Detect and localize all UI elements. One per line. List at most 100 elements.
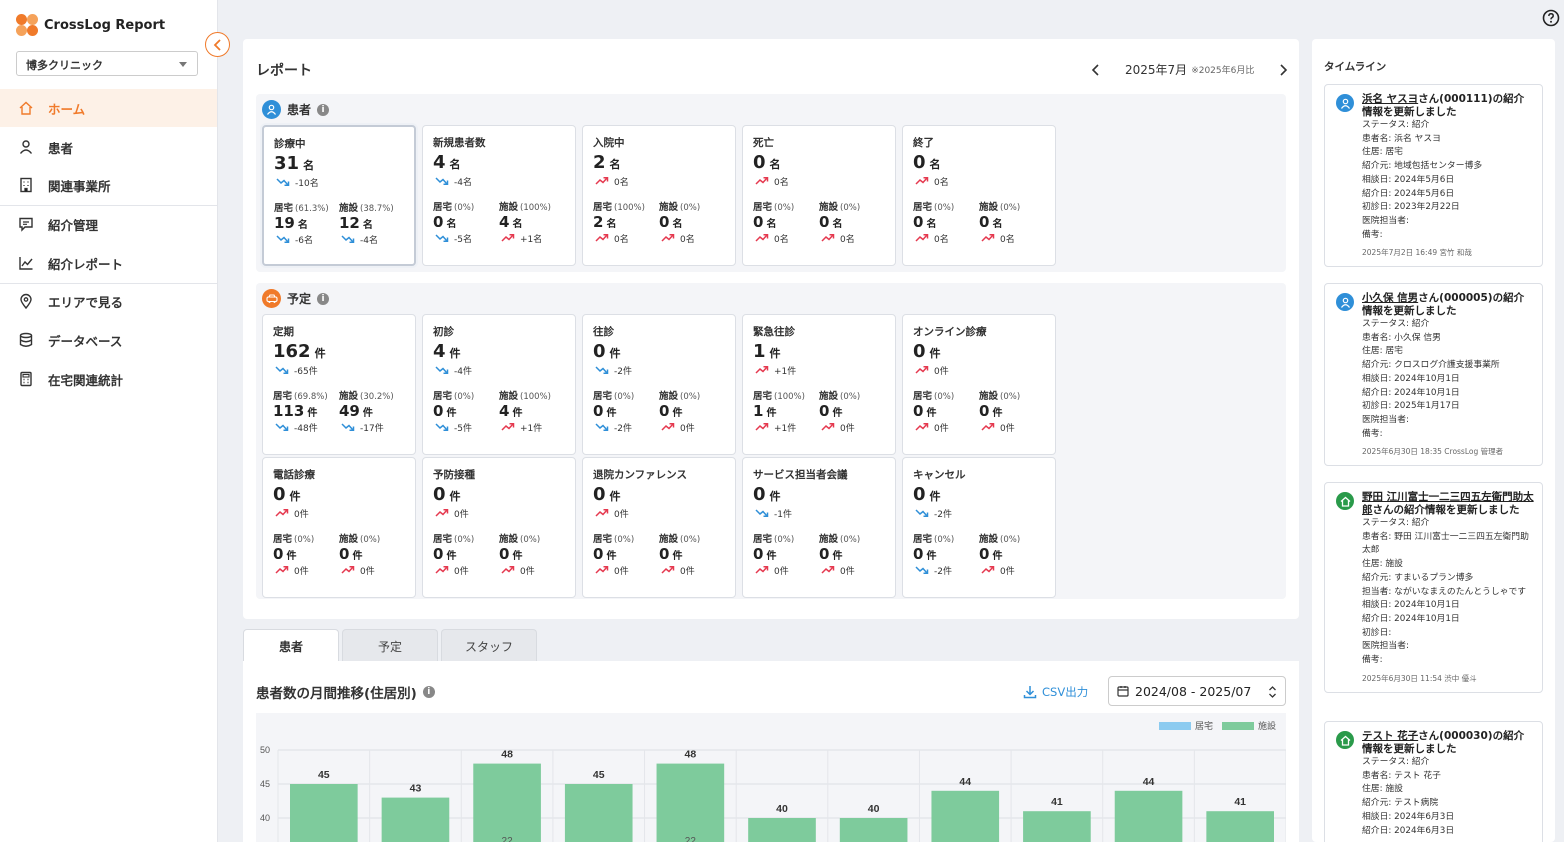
timeline-item[interactable]: 浜名 ヤスヨさん(000111)の紹介情報を更新しました ステータス: 紹介 患者名… <box>1324 84 1543 268</box>
trend-up-icon <box>661 233 675 242</box>
breakdown-number: 49 <box>339 402 360 420</box>
delta-value: 0名 <box>680 234 695 245</box>
breakdown-number: 113 <box>273 402 305 420</box>
stat-card[interactable]: 緊急往診 1 件 +1件 居宅 (100%) 1 件 +1件 施設 (0%) 0 件 0件 <box>742 314 896 455</box>
stat-title: 新規患者数 <box>433 137 486 149</box>
nav-item[interactable]: 紹介管理 <box>0 205 217 243</box>
next-month-button[interactable] <box>1275 63 1291 77</box>
info-icon[interactable]: i <box>317 292 330 305</box>
info-icon[interactable]: i <box>317 103 330 116</box>
timeline-item[interactable]: 野田 江川富士一二三四五左衛門助太郎さんの紹介情報を更新しました ステータス: 紹… <box>1324 482 1543 693</box>
date-range-select[interactable]: 2024/08 - 2025/07 <box>1108 676 1286 706</box>
report-title: レポート <box>256 63 312 79</box>
trend-down-icon <box>276 178 290 187</box>
updown-icon <box>1269 686 1276 698</box>
csv-export-label: CSV出力 <box>1042 685 1089 699</box>
stat-card[interactable]: 死亡 0 名 0名 居宅 (0%) 0 名 0名 施設 (0%) 0 名 0名 <box>742 125 896 266</box>
app-title: CrossLog Report <box>44 17 166 33</box>
nav-item[interactable]: ホーム <box>0 89 217 127</box>
stat-card[interactable]: 電話診療 0 件 0件 居宅 (0%) 0 件 0件 施設 (0%) 0 件 0件 <box>262 457 416 598</box>
breakdown-percent: (0%) <box>774 203 795 213</box>
delta-value: 0名 <box>774 234 789 245</box>
stat-title: オンライン診療 <box>913 326 987 338</box>
timeline-detail-line: 住居: 居宅 <box>1362 346 1403 357</box>
breakdown-name: 居宅 <box>593 202 613 213</box>
breakdown-number: 0 <box>913 545 924 563</box>
stat-card[interactable]: 往診 0 件 -2件 居宅 (0%) 0 件 -2件 施設 (0%) 0 件 0件 <box>582 314 736 455</box>
stat-unit: 名 <box>303 159 315 172</box>
breakdown-percent: (0%) <box>680 392 701 402</box>
stat-number: 0 <box>753 484 766 505</box>
patient-link[interactable]: 浜名 ヤスヨ <box>1362 93 1419 105</box>
nav-item[interactable]: 関連事業所 <box>0 166 217 204</box>
tab-patients[interactable]: 患者 <box>243 629 339 662</box>
home-breakdown: 居宅 (0%) 0 件 0件 <box>433 531 499 577</box>
tab-staff[interactable]: スタッフ <box>441 629 537 662</box>
breakdown-row: 居宅 (0%) 0 件 0件 施設 (0%) 0 件 0件 <box>273 531 405 577</box>
timeline-panel: タイムライン 浜名 ヤスヨさん(000111)の紹介情報を更新しました ステータス… <box>1312 39 1555 842</box>
breakdown-number: 0 <box>273 545 284 563</box>
delta-indicator: 0件 <box>595 563 659 577</box>
trend-up-icon <box>501 233 515 242</box>
timeline-detail-line: 紹介元: テスト病院 <box>1362 798 1439 809</box>
delta-indicator: 0名 <box>755 231 819 245</box>
csv-export-button[interactable]: CSV出力 <box>1023 684 1088 700</box>
nav-item[interactable]: 在宅関連統計 <box>0 360 217 398</box>
delta-indicator: 0名 <box>821 231 885 245</box>
nav-item[interactable]: エリアで見る <box>0 282 217 320</box>
stat-card[interactable]: 新規患者数 4 名 -4名 居宅 (0%) 0 名 -5名 施設 (100%) 4 名 +1名 <box>422 125 576 266</box>
y-tick-label: 40 <box>260 813 270 823</box>
stat-card[interactable]: 診療中 31 名 -10名 居宅 (61.3%) 19 名 -6名 施設 (38.7%) 12 名 -4名 <box>262 125 416 266</box>
delta-indicator: -2件 <box>915 563 979 577</box>
collapse-sidebar-button[interactable] <box>205 32 230 57</box>
delta-value: -17件 <box>360 423 384 434</box>
stat-card[interactable]: サービス担当者会議 0 件 -1件 居宅 (0%) 0 件 0件 施設 (0%) 0 件 0件 <box>742 457 896 598</box>
timeline-item-heading: 野田 江川富士一二三四五左衛門助太郎さんの紹介情報を更新しました <box>1362 491 1534 517</box>
breakdown-label: 居宅 (69.8%) <box>273 388 339 402</box>
breakdown-number: 0 <box>979 213 990 231</box>
patient-link[interactable]: テスト 花子 <box>1362 730 1419 742</box>
stat-card[interactable]: 退院カンファレンス 0 件 0件 居宅 (0%) 0 件 0件 施設 (0%) 0 件 0件 <box>582 457 736 598</box>
delta-indicator: 0件 <box>981 420 1045 434</box>
timeline-item-heading: テスト 花子さん(000030)の紹介情報を更新しました <box>1362 730 1534 756</box>
info-icon[interactable]: i <box>422 686 435 698</box>
breakdown-unit: 件 <box>362 408 373 419</box>
stat-unit: 件 <box>769 490 781 503</box>
stat-card[interactable]: 入院中 2 名 0名 居宅 (100%) 2 名 0名 施設 (0%) 0 名 0名 <box>582 125 736 266</box>
chart-title: 患者数の月間推移(住居別) <box>256 686 417 702</box>
tab-schedule[interactable]: 予定 <box>342 629 438 662</box>
breakdown-number: 0 <box>753 545 764 563</box>
timeline-item[interactable]: 小久保 信男さん(000005)の紹介情報を更新しました ステータス: 紹介 患者名… <box>1324 283 1543 467</box>
nav-item[interactable]: 患者 <box>0 128 217 166</box>
stat-value: 31 名 <box>274 153 404 175</box>
patient-link[interactable]: 小久保 信男 <box>1362 292 1419 304</box>
timeline-detail-line: ステータス: 紹介 <box>1362 518 1430 528</box>
home-breakdown: 居宅 (61.3%) 19 名 -6名 <box>274 200 339 246</box>
patients-panel-title: 患者 <box>287 103 312 117</box>
delta-indicator: -48件 <box>275 420 339 434</box>
stat-card[interactable]: 定期 162 件 -65件 居宅 (69.8%) 113 件 -48件 施設 (30.2%) 49 件 -… <box>262 314 416 455</box>
stat-card[interactable]: キャンセル 0 件 -2件 居宅 (0%) 0 件 -2件 施設 (0%) 0 件 0件 <box>902 457 1056 598</box>
trend-up-icon <box>341 565 355 574</box>
stat-card[interactable]: オンライン診療 0 件 0件 居宅 (0%) 0 件 0件 施設 (0%) 0 件 0件 <box>902 314 1056 455</box>
bar <box>473 763 541 842</box>
stat-card[interactable]: 初診 4 件 -4件 居宅 (0%) 0 件 -5件 施設 (100%) 4 件 +1件 <box>422 314 576 455</box>
nav-item[interactable]: データベース <box>0 321 217 359</box>
stat-unit: 件 <box>314 347 326 360</box>
delta-indicator: 0名 <box>595 231 659 245</box>
facility-breakdown: 施設 (0%) 0 件 0件 <box>499 531 565 577</box>
stat-card[interactable]: 終了 0 名 0名 居宅 (0%) 0 名 0名 施設 (0%) 0 名 0名 <box>902 125 1056 266</box>
prev-month-button[interactable] <box>1088 63 1104 77</box>
timeline-item[interactable]: テスト 花子さん(000030)の紹介情報を更新しました ステータス: 紹介 患者名… <box>1324 721 1543 842</box>
patient-link[interactable]: 野田 江川富士一二三四五左衛門助太郎 <box>1362 491 1534 516</box>
nav-item[interactable]: 紹介レポート <box>0 244 217 282</box>
app-logo[interactable]: CrossLog Report <box>16 14 165 36</box>
stat-card[interactable]: 予防接種 0 件 0件 居宅 (0%) 0 件 0件 施設 (0%) 0 件 0件 <box>422 457 576 598</box>
breakdown-percent: (69.8%) <box>294 392 328 402</box>
clinic-select[interactable]: 博多クリニック <box>16 51 198 76</box>
help-icon[interactable] <box>1542 9 1560 27</box>
